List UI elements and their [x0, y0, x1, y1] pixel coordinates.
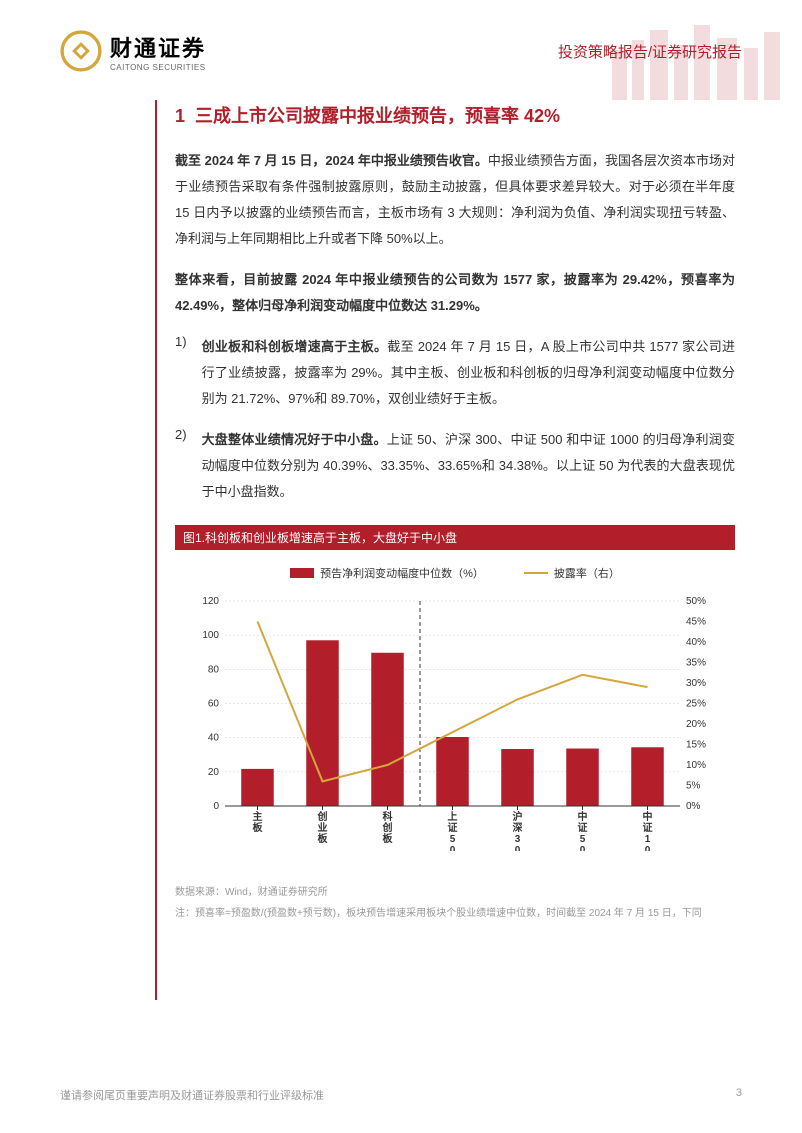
list-item-1: 1) 创业板和科创板增速高于主板。截至 2024 年 7 月 15 日，A 股上… — [175, 334, 735, 412]
svg-text:25%: 25% — [686, 699, 706, 710]
svg-text:0: 0 — [450, 845, 456, 851]
svg-text:0: 0 — [580, 845, 586, 851]
figure-caption: 图1.科创板和创业板增速高于主板，大盘好于中小盘 — [175, 525, 735, 550]
svg-text:0%: 0% — [686, 801, 701, 812]
svg-text:5: 5 — [450, 834, 456, 845]
legend-bar-swatch — [290, 568, 314, 578]
legend-bar-item: 预告净利润变动幅度中位数（%） — [290, 565, 484, 581]
svg-text:60: 60 — [208, 699, 220, 710]
svg-text:20%: 20% — [686, 719, 706, 730]
svg-text:板: 板 — [383, 832, 394, 845]
chart-footnote: 注：预喜率=预盈数/(预盈数+预亏数)，板块预告增速采用板块个股业绩增速中位数，… — [175, 906, 735, 922]
footer-disclaimer: 谨请参阅尾页重要声明及财通证券股票和行业评级标准 — [60, 1087, 324, 1103]
svg-text:中: 中 — [643, 810, 653, 823]
svg-text:中: 中 — [578, 810, 588, 823]
svg-text:主: 主 — [253, 810, 263, 823]
legend-line-swatch — [524, 572, 548, 574]
svg-text:40%: 40% — [686, 637, 706, 648]
list2-bold: 大盘整体业绩情况好于中小盘。 — [202, 432, 387, 447]
company-logo-icon — [60, 30, 102, 72]
svg-text:证: 证 — [578, 822, 588, 834]
svg-text:5%: 5% — [686, 781, 701, 792]
svg-text:证: 证 — [643, 822, 653, 834]
chart-container: 预告净利润变动幅度中位数（%） 披露率（右） 0204060801001200%… — [175, 550, 735, 880]
svg-text:45%: 45% — [686, 617, 706, 628]
logo-text-cn: 财通证券 — [110, 31, 206, 63]
list-item-2: 2) 大盘整体业绩情况好于中小盘。上证 50、沪深 300、中证 500 和中证… — [175, 427, 735, 505]
svg-text:创: 创 — [382, 821, 393, 834]
svg-text:创: 创 — [317, 810, 328, 823]
logo: 财通证券 CAITONG SECURITIES — [60, 30, 206, 72]
list-num-1: 1) — [175, 334, 187, 412]
section-title: 1 三成上市公司披露中报业绩预告，预喜率 42% — [175, 102, 735, 128]
section-title-text: 三成上市公司披露中报业绩预告，预喜率 42% — [195, 106, 560, 126]
svg-text:10%: 10% — [686, 760, 706, 771]
section-number: 1 — [175, 106, 185, 126]
list1-bold: 创业板和科创板增速高于主板。 — [202, 339, 388, 354]
svg-text:1: 1 — [645, 834, 651, 845]
svg-text:板: 板 — [318, 832, 329, 845]
page-footer: 谨请参阅尾页重要声明及财通证券股票和行业评级标准 3 — [60, 1087, 742, 1103]
legend-line-item: 披露率（右） — [524, 565, 620, 581]
svg-text:板: 板 — [253, 821, 264, 834]
svg-text:0: 0 — [515, 845, 521, 851]
svg-text:15%: 15% — [686, 740, 706, 751]
svg-text:业: 业 — [318, 821, 328, 834]
svg-text:科: 科 — [383, 810, 393, 823]
legend-line-label: 披露率（右） — [554, 565, 620, 581]
legend-bar-label: 预告净利润变动幅度中位数（%） — [320, 565, 484, 581]
chart-svg: 0204060801001200%5%10%15%20%25%30%35%40%… — [185, 591, 725, 851]
main-content: 1 三成上市公司披露中报业绩预告，预喜率 42% 截至 2024 年 7 月 1… — [175, 102, 735, 922]
chart-source: 数据来源：Wind，财通证券研究所 — [175, 885, 735, 901]
list-num-2: 2) — [175, 427, 187, 505]
svg-text:深: 深 — [513, 821, 523, 834]
svg-text:100: 100 — [202, 630, 219, 641]
svg-text:证: 证 — [448, 822, 458, 834]
svg-text:上: 上 — [448, 810, 458, 823]
svg-text:0: 0 — [645, 845, 651, 851]
svg-text:80: 80 — [208, 664, 220, 675]
skyline-decoration-icon — [602, 20, 802, 100]
svg-text:5: 5 — [580, 834, 586, 845]
paragraph-1: 截至 2024 年 7 月 15 日，2024 年中报业绩预告收官。中报业绩预告… — [175, 148, 735, 252]
svg-text:30%: 30% — [686, 678, 706, 689]
svg-text:20: 20 — [208, 767, 220, 778]
figure-1: 图1.科创板和创业板增速高于主板，大盘好于中小盘 预告净利润变动幅度中位数（%）… — [175, 525, 735, 922]
svg-text:0: 0 — [213, 801, 219, 812]
chart-legend: 预告净利润变动幅度中位数（%） 披露率（右） — [185, 565, 725, 581]
svg-text:120: 120 — [202, 596, 219, 607]
svg-text:50%: 50% — [686, 596, 706, 607]
paragraph-2: 整体来看，目前披露 2024 年中报业绩预告的公司数为 1577 家，披露率为 … — [175, 267, 735, 319]
svg-text:40: 40 — [208, 733, 220, 744]
page-header: 财通证券 CAITONG SECURITIES 投资策略报告/证券研究报告 — [60, 30, 742, 72]
p1-bold: 截至 2024 年 7 月 15 日，2024 年中报业绩预告收官。 — [175, 153, 488, 168]
svg-text:35%: 35% — [686, 658, 706, 669]
svg-text:沪: 沪 — [513, 810, 523, 823]
left-divider — [155, 100, 157, 1000]
logo-text-en: CAITONG SECURITIES — [110, 63, 206, 72]
p2-text: 整体来看，目前披露 2024 年中报业绩预告的公司数为 1577 家，披露率为 … — [175, 272, 735, 313]
page-number: 3 — [736, 1087, 742, 1103]
svg-text:3: 3 — [515, 834, 521, 845]
